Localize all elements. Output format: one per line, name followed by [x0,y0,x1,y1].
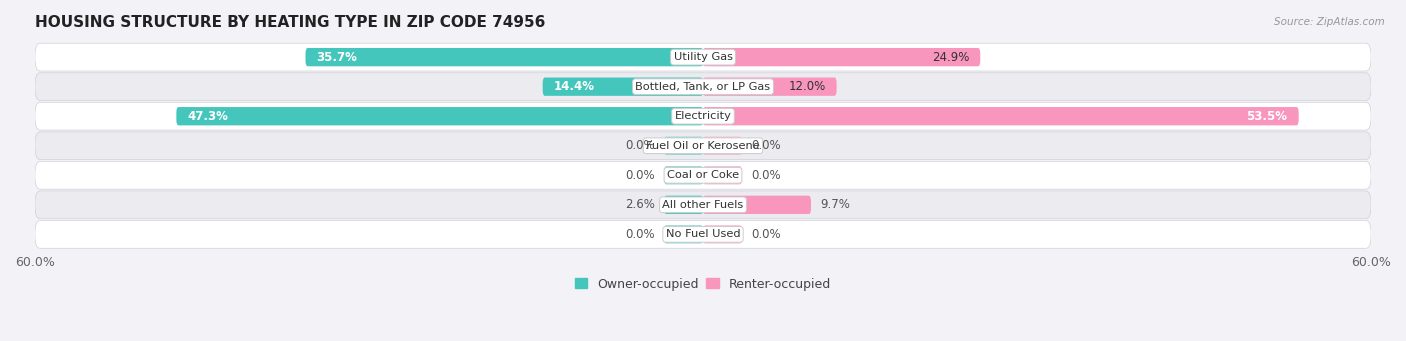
FancyBboxPatch shape [664,166,703,184]
Legend: Owner-occupied, Renter-occupied: Owner-occupied, Renter-occupied [575,278,831,291]
FancyBboxPatch shape [703,137,742,155]
FancyBboxPatch shape [703,48,980,66]
FancyBboxPatch shape [664,196,703,214]
FancyBboxPatch shape [35,43,1371,71]
FancyBboxPatch shape [35,102,1371,130]
Text: 53.5%: 53.5% [1247,110,1288,123]
Text: Fuel Oil or Kerosene: Fuel Oil or Kerosene [647,141,759,151]
Text: Source: ZipAtlas.com: Source: ZipAtlas.com [1274,17,1385,27]
Text: Utility Gas: Utility Gas [673,52,733,62]
FancyBboxPatch shape [35,191,1371,219]
Text: Electricity: Electricity [675,111,731,121]
FancyBboxPatch shape [703,225,742,243]
FancyBboxPatch shape [305,48,703,66]
Text: All other Fuels: All other Fuels [662,200,744,210]
Text: 0.0%: 0.0% [751,228,780,241]
FancyBboxPatch shape [664,137,703,155]
FancyBboxPatch shape [35,73,1371,101]
Text: 0.0%: 0.0% [626,139,655,152]
Text: 9.7%: 9.7% [820,198,849,211]
Text: 0.0%: 0.0% [751,169,780,182]
Text: 0.0%: 0.0% [626,228,655,241]
Text: 0.0%: 0.0% [626,169,655,182]
Text: 47.3%: 47.3% [187,110,228,123]
FancyBboxPatch shape [35,221,1371,248]
Text: Bottled, Tank, or LP Gas: Bottled, Tank, or LP Gas [636,82,770,92]
Text: 24.9%: 24.9% [932,50,969,64]
Text: Coal or Coke: Coal or Coke [666,170,740,180]
FancyBboxPatch shape [703,166,742,184]
Text: 2.6%: 2.6% [626,198,655,211]
FancyBboxPatch shape [543,77,703,96]
Text: 12.0%: 12.0% [789,80,825,93]
Text: 35.7%: 35.7% [316,50,357,64]
FancyBboxPatch shape [703,196,811,214]
FancyBboxPatch shape [35,161,1371,189]
Text: HOUSING STRUCTURE BY HEATING TYPE IN ZIP CODE 74956: HOUSING STRUCTURE BY HEATING TYPE IN ZIP… [35,15,546,30]
FancyBboxPatch shape [703,77,837,96]
Text: No Fuel Used: No Fuel Used [665,229,741,239]
FancyBboxPatch shape [35,132,1371,160]
Text: 14.4%: 14.4% [554,80,595,93]
FancyBboxPatch shape [703,107,1299,125]
FancyBboxPatch shape [664,225,703,243]
FancyBboxPatch shape [176,107,703,125]
Text: 0.0%: 0.0% [751,139,780,152]
